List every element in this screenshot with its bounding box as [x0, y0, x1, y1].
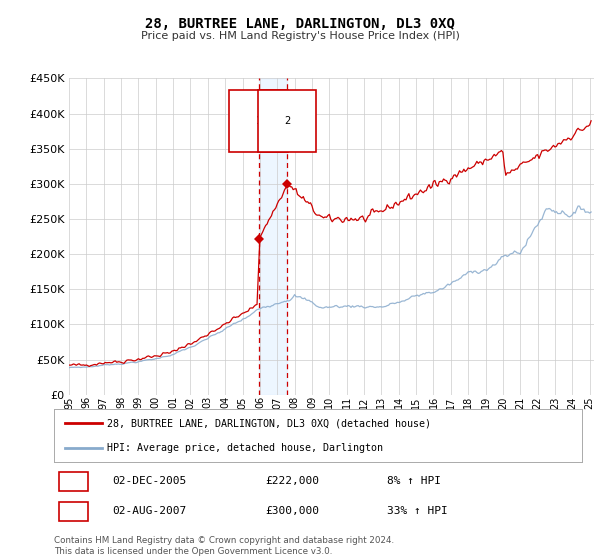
Text: HPI: Average price, detached house, Darlington: HPI: Average price, detached house, Darl… [107, 442, 383, 452]
Text: 28, BURTREE LANE, DARLINGTON, DL3 0XQ: 28, BURTREE LANE, DARLINGTON, DL3 0XQ [145, 17, 455, 31]
Text: Contains HM Land Registry data © Crown copyright and database right 2024.
This d: Contains HM Land Registry data © Crown c… [54, 536, 394, 556]
Text: 28, BURTREE LANE, DARLINGTON, DL3 0XQ (detached house): 28, BURTREE LANE, DARLINGTON, DL3 0XQ (d… [107, 418, 431, 428]
Text: £300,000: £300,000 [265, 506, 319, 516]
Text: 2: 2 [284, 115, 290, 125]
Text: 2: 2 [70, 506, 77, 516]
Text: 1: 1 [256, 115, 262, 125]
Text: 02-DEC-2005: 02-DEC-2005 [112, 476, 187, 486]
FancyBboxPatch shape [59, 472, 88, 491]
Text: 1: 1 [70, 476, 77, 486]
Text: 8% ↑ HPI: 8% ↑ HPI [386, 476, 440, 486]
Text: 02-AUG-2007: 02-AUG-2007 [112, 506, 187, 516]
FancyBboxPatch shape [59, 502, 88, 521]
Text: £222,000: £222,000 [265, 476, 319, 486]
Text: Price paid vs. HM Land Registry's House Price Index (HPI): Price paid vs. HM Land Registry's House … [140, 31, 460, 41]
Text: 33% ↑ HPI: 33% ↑ HPI [386, 506, 448, 516]
Bar [259, 78, 287, 395]
